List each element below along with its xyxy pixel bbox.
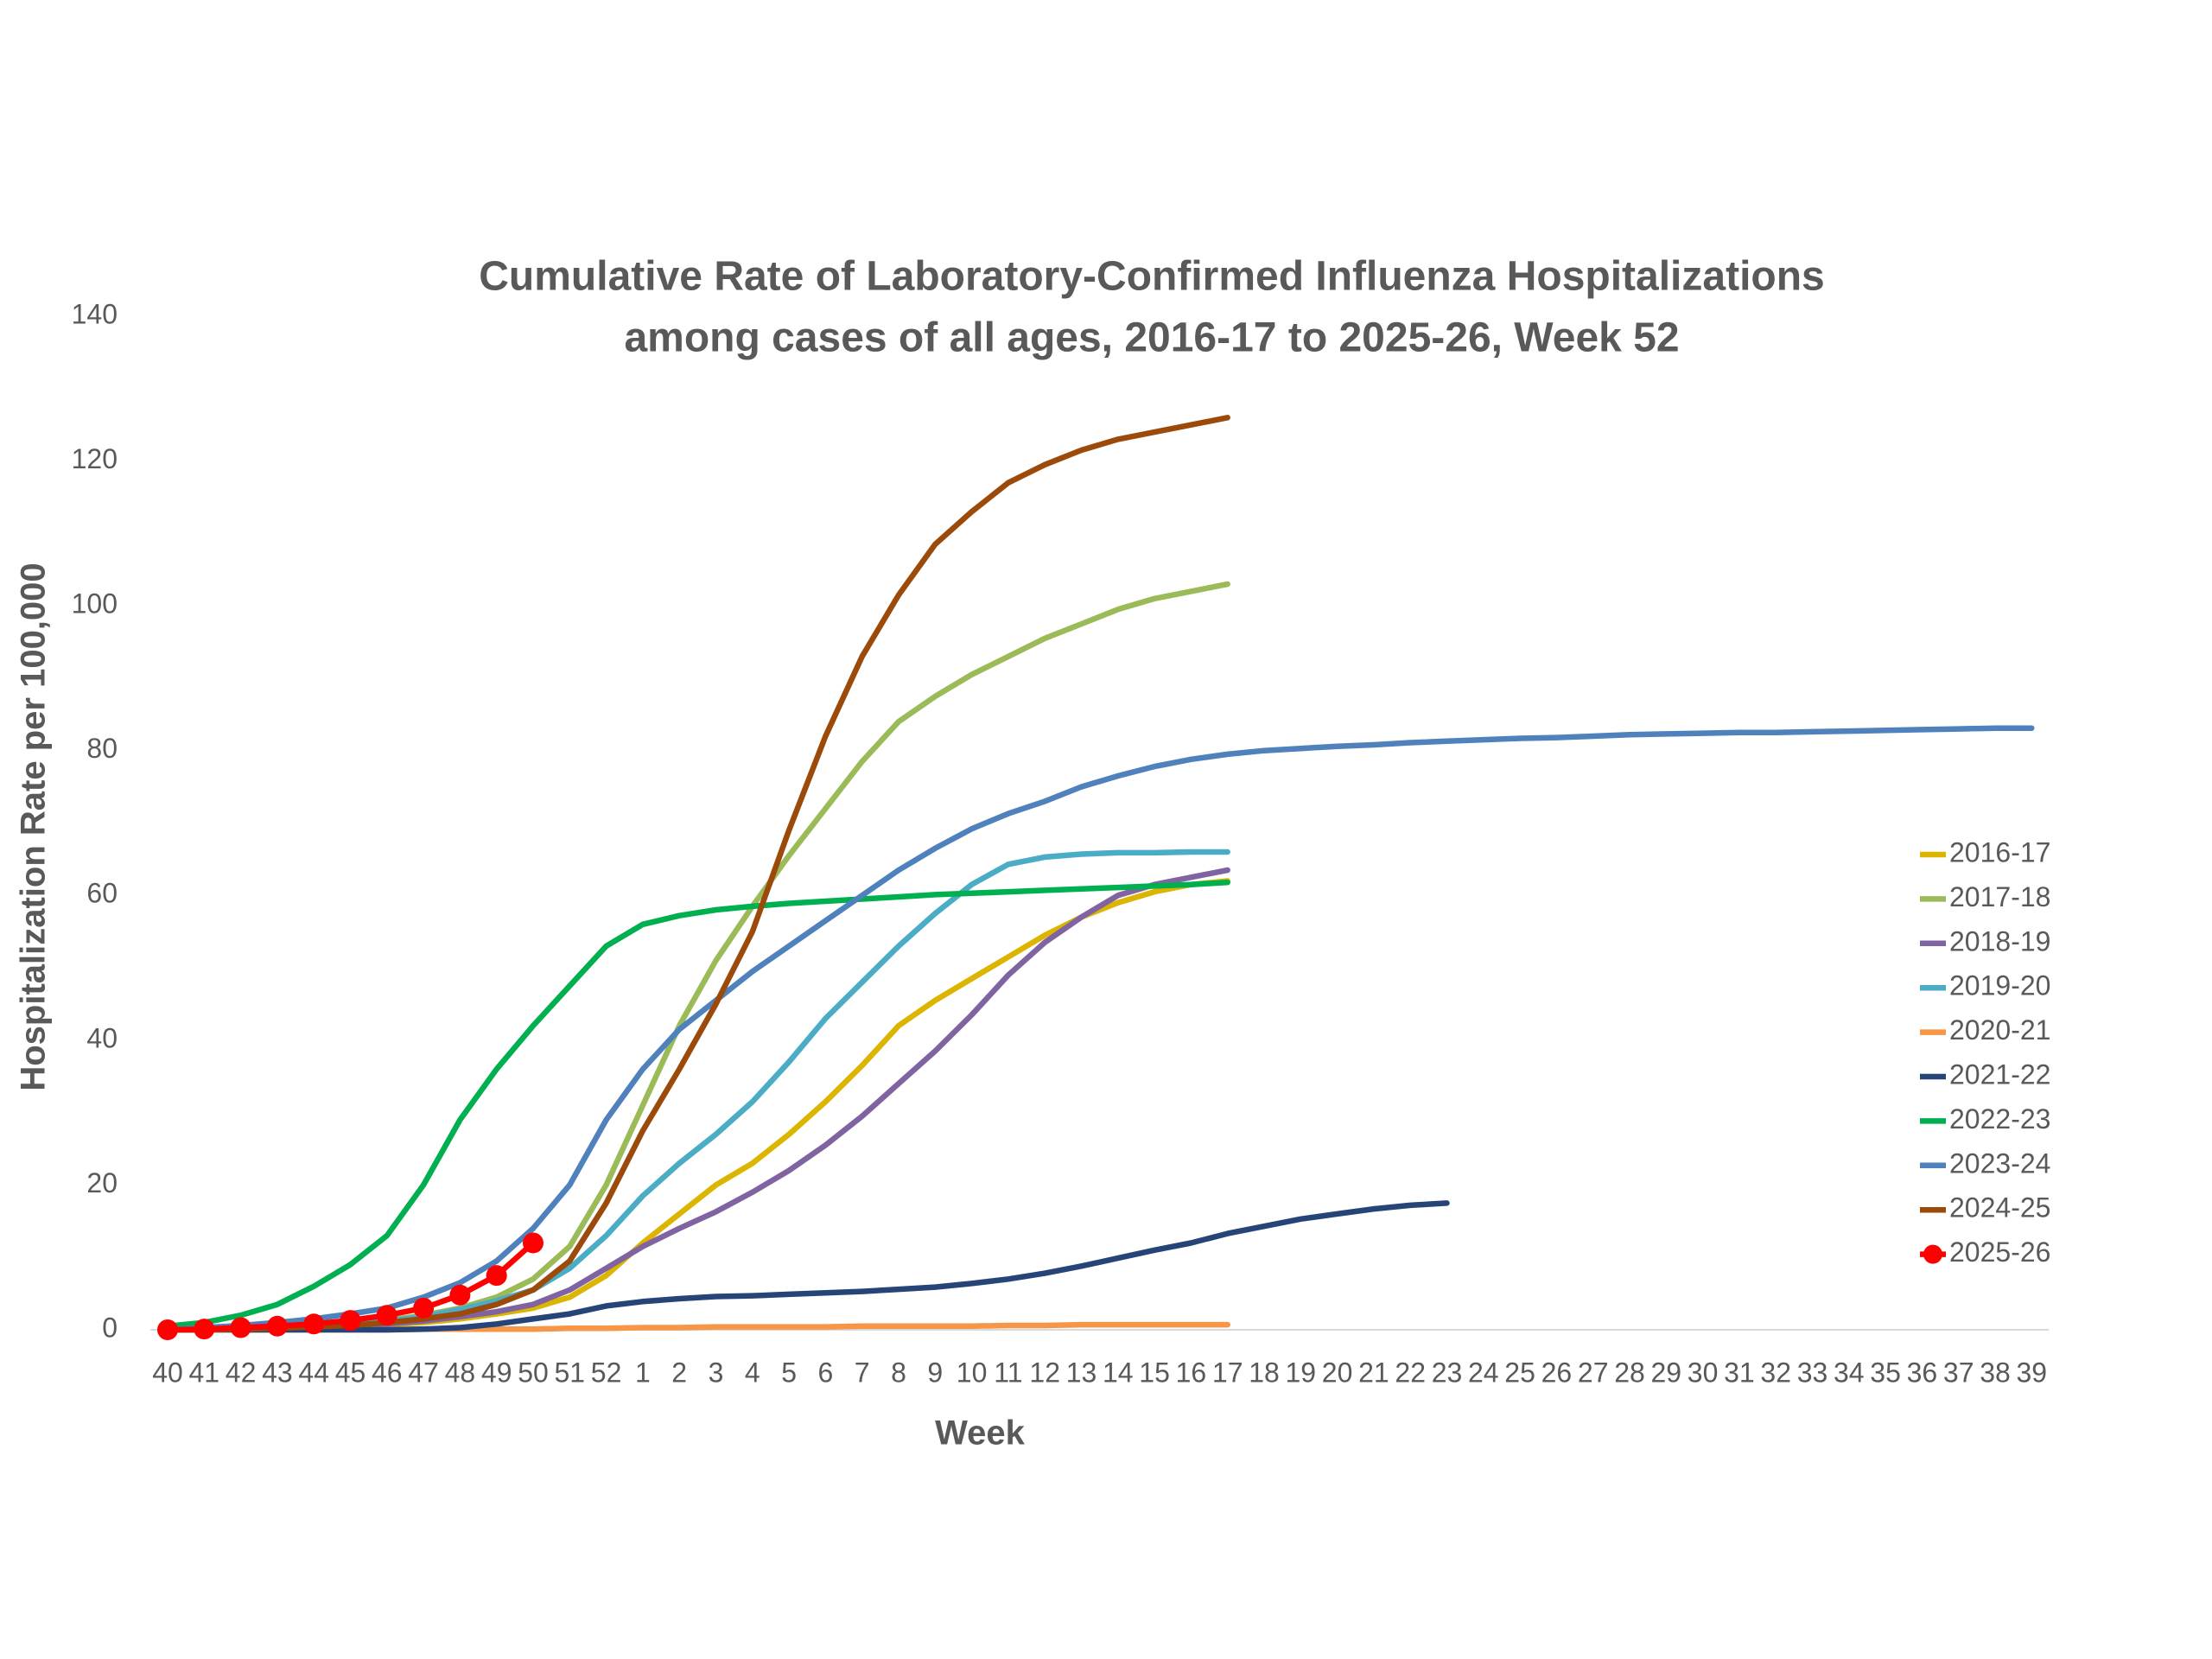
x-tick-label: 41 — [189, 1357, 220, 1388]
x-tick-label: 31 — [1724, 1357, 1755, 1388]
x-tick-label: 34 — [1834, 1357, 1865, 1388]
data-point — [413, 1297, 435, 1319]
legend-label: 2019-20 — [1949, 970, 2050, 1001]
chart-subtitle: among cases of all ages, 2016-17 to 2025… — [624, 315, 1679, 361]
x-tick-label: 19 — [1286, 1357, 1317, 1388]
x-tick-label: 14 — [1103, 1357, 1134, 1388]
y-tick-label: 120 — [72, 443, 118, 474]
y-tick-label: 20 — [86, 1167, 118, 1198]
x-tick-label: 51 — [555, 1357, 586, 1388]
x-tick-label: 3 — [709, 1357, 724, 1388]
x-tick-label: 11 — [994, 1357, 1022, 1388]
x-tick-label: 35 — [1870, 1357, 1901, 1388]
x-tick-label: 6 — [818, 1357, 834, 1388]
x-tick-label: 50 — [518, 1357, 549, 1388]
data-point — [194, 1319, 215, 1340]
y-tick-label: 140 — [72, 298, 118, 329]
legend-label: 2020-21 — [1949, 1014, 2050, 1046]
x-tick-label: 27 — [1578, 1357, 1609, 1388]
x-tick-label: 4 — [745, 1357, 760, 1388]
x-tick-label: 8 — [891, 1357, 906, 1388]
x-tick-label: 18 — [1249, 1357, 1280, 1388]
x-tick-label: 30 — [1688, 1357, 1719, 1388]
x-tick-label: 47 — [408, 1357, 439, 1388]
x-tick-label: 25 — [1504, 1357, 1535, 1388]
x-axis-title: Week — [935, 1414, 1026, 1452]
legend-label: 2023-24 — [1949, 1147, 2050, 1179]
x-tick-label: 49 — [481, 1357, 512, 1388]
y-tick-label: 40 — [86, 1022, 118, 1053]
x-tick-label: 26 — [1541, 1357, 1573, 1388]
x-tick-label: 36 — [1907, 1357, 1938, 1388]
data-point — [486, 1265, 507, 1287]
x-tick-label: 44 — [298, 1357, 329, 1388]
series-line — [164, 1200, 1450, 1333]
data-point — [266, 1315, 288, 1337]
x-tick-label: 23 — [1432, 1357, 1463, 1388]
x-tick-label: 38 — [1980, 1357, 2011, 1388]
x-tick-label: 17 — [1212, 1357, 1243, 1388]
x-tick-label: 42 — [226, 1357, 257, 1388]
x-tick-label: 10 — [957, 1357, 988, 1388]
x-tick-label: 15 — [1139, 1357, 1170, 1388]
x-tick-label: 39 — [2017, 1357, 2048, 1388]
x-tick-label: 52 — [591, 1357, 622, 1388]
data-point — [340, 1310, 361, 1332]
legend-label: 2017-18 — [1949, 881, 2050, 912]
x-tick-label: 22 — [1395, 1357, 1426, 1388]
legend-label: 2021-22 — [1949, 1058, 2050, 1090]
data-point — [376, 1305, 397, 1326]
y-tick-label: 100 — [72, 588, 118, 620]
data-point — [157, 1319, 178, 1340]
x-tick-label: 32 — [1760, 1357, 1791, 1388]
x-tick-label: 40 — [152, 1357, 183, 1388]
x-tick-label: 37 — [1943, 1357, 1974, 1388]
y-axis-title: Hospitalization Rate per 100,000 — [15, 563, 53, 1090]
x-tick-label: 29 — [1651, 1357, 1682, 1388]
x-tick-label: 2 — [671, 1357, 687, 1388]
legend-marker — [1923, 1244, 1942, 1264]
x-tick-label: 33 — [1797, 1357, 1828, 1388]
x-tick-label: 21 — [1358, 1357, 1389, 1388]
legend-label: 2025-26 — [1949, 1236, 2050, 1268]
x-tick-label: 24 — [1468, 1357, 1499, 1388]
legend-label: 2018-19 — [1949, 925, 2050, 957]
x-tick-label: 12 — [1029, 1357, 1060, 1388]
x-tick-label: 43 — [262, 1357, 293, 1388]
legend-label: 2024-25 — [1949, 1192, 2050, 1224]
chart-title: Cumulative Rate of Laboratory-Confirmed … — [479, 254, 1825, 300]
y-tick-label: 80 — [86, 733, 118, 764]
data-point — [303, 1313, 325, 1335]
y-tick-label: 0 — [102, 1312, 118, 1343]
x-tick-label: 9 — [927, 1357, 943, 1388]
data-point — [523, 1232, 543, 1254]
series-line — [164, 879, 1230, 1330]
legend-label: 2022-23 — [1949, 1103, 2050, 1135]
x-tick-label: 7 — [855, 1357, 870, 1388]
x-tick-label: 5 — [781, 1357, 797, 1388]
x-tick-label: 48 — [445, 1357, 476, 1388]
x-tick-label: 20 — [1322, 1357, 1353, 1388]
x-tick-label: 45 — [335, 1357, 366, 1388]
y-tick-label: 60 — [86, 878, 118, 909]
x-tick-label: 16 — [1176, 1357, 1207, 1388]
data-point — [449, 1284, 471, 1306]
data-point — [230, 1317, 251, 1338]
x-tick-label: 28 — [1614, 1357, 1645, 1388]
legend-label: 2016-17 — [1949, 836, 2050, 868]
x-tick-label: 1 — [635, 1357, 651, 1388]
series-line — [164, 725, 2035, 1333]
x-tick-label: 13 — [1066, 1357, 1097, 1388]
x-tick-label: 46 — [372, 1357, 403, 1388]
